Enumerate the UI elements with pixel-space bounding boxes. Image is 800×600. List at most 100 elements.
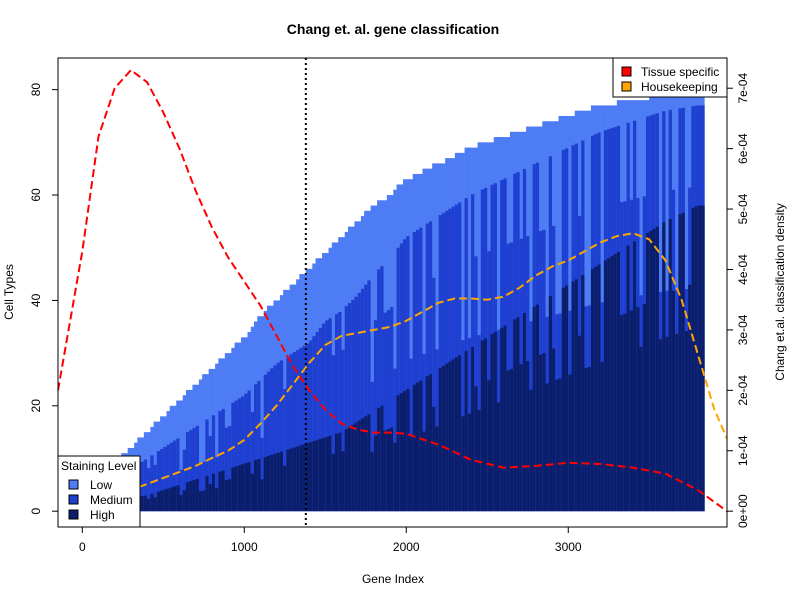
bar-high <box>691 207 695 512</box>
bar-high <box>218 471 222 512</box>
bar-medium <box>302 345 307 512</box>
bar-high <box>185 482 190 512</box>
bar-high <box>341 451 346 512</box>
y-tick-label: 80 <box>29 83 43 97</box>
bar-medium <box>406 236 410 512</box>
bar-medium <box>241 396 245 512</box>
plot-clip-group <box>58 58 727 527</box>
bar-medium <box>283 388 287 512</box>
bar-high <box>487 379 491 512</box>
bar-high <box>445 363 449 512</box>
bar-medium <box>334 314 339 512</box>
legend-label-low: Low <box>90 478 112 492</box>
x-axis-label: Gene Index <box>362 572 424 586</box>
bar-high <box>629 310 634 512</box>
bar-medium <box>179 470 184 512</box>
bar-medium <box>354 296 358 512</box>
bar-high <box>633 241 637 512</box>
bar-high <box>571 281 576 512</box>
bar-medium <box>347 303 352 512</box>
bar-high <box>639 346 644 512</box>
bar-high <box>581 275 585 512</box>
bar-medium <box>289 354 294 512</box>
bar-medium <box>474 256 478 512</box>
legend-label-housekeeping: Housekeeping <box>641 80 718 94</box>
bar-high <box>646 232 650 512</box>
bar-medium <box>396 247 401 512</box>
bar-high <box>678 214 682 512</box>
bar-high <box>480 340 485 512</box>
bar-high <box>312 441 316 512</box>
legend-bottom-title: Staining Level <box>61 459 136 473</box>
bar-medium <box>244 393 248 512</box>
bar-low <box>370 205 375 512</box>
bar-low <box>260 316 265 512</box>
bar-high <box>681 212 686 512</box>
bar-high <box>179 495 184 512</box>
bar-high <box>649 230 653 512</box>
bar-medium <box>428 221 433 512</box>
bar-high <box>331 453 336 512</box>
bar-high <box>662 222 666 512</box>
bar-low <box>477 142 482 512</box>
bar-high <box>289 448 294 512</box>
bar-medium <box>415 229 420 512</box>
x-axis: 0 1000 2000 3000 <box>79 526 582 554</box>
bar-high <box>458 355 462 512</box>
bar-high <box>211 473 216 512</box>
bar-high <box>205 475 209 512</box>
y-right-tick-label: 3e-04 <box>736 314 750 345</box>
legend-label-high: High <box>90 508 115 522</box>
bar-high <box>338 432 342 512</box>
bar-high <box>364 416 368 512</box>
bar-medium <box>221 408 226 512</box>
bar-high <box>484 338 488 512</box>
bar-high <box>688 284 692 512</box>
bar-medium <box>412 231 417 512</box>
legend-bottom: Staining Level Low Medium High <box>57 455 141 528</box>
x-tick-label: 1000 <box>231 540 258 554</box>
bar-medium <box>448 208 452 512</box>
bar-medium <box>360 288 365 512</box>
bar-medium <box>166 444 171 512</box>
bar-high <box>448 361 452 512</box>
bar-high <box>150 493 154 512</box>
bar-high <box>552 348 556 512</box>
bar-medium <box>367 280 371 512</box>
bar-high <box>610 256 614 512</box>
bar-medium <box>231 402 235 512</box>
bar-medium <box>260 437 265 512</box>
bar-high <box>493 332 498 512</box>
bar-medium <box>386 310 391 512</box>
bar-high <box>496 402 501 512</box>
bar-high <box>684 331 689 512</box>
bar-high <box>360 418 365 512</box>
bar-low <box>409 179 414 512</box>
bar-high <box>415 382 420 512</box>
bar-medium <box>257 381 261 512</box>
y-axis-left: 0 20 40 60 80 <box>29 83 59 515</box>
density-line-housekeeping <box>82 232 727 508</box>
bar-high <box>675 333 679 512</box>
bar-high <box>351 424 355 512</box>
bar-high <box>435 426 439 512</box>
bar-high <box>532 306 537 512</box>
bar-high <box>519 364 524 512</box>
bar-high <box>616 251 621 512</box>
bar-high <box>325 436 329 512</box>
bar-high <box>244 463 248 512</box>
bar-high <box>665 336 669 512</box>
bar-medium <box>150 455 154 512</box>
y-right-tick-label: 1e-04 <box>736 435 750 466</box>
bar-high <box>176 485 180 512</box>
bar-medium <box>169 442 174 512</box>
bar-high <box>198 491 203 512</box>
bar-medium <box>185 432 190 512</box>
bar-high <box>153 497 158 512</box>
bar-high <box>195 479 200 512</box>
density-line-tissue-specific <box>58 69 727 513</box>
bar-high <box>221 470 226 512</box>
bar-medium <box>296 349 300 512</box>
bar-high <box>422 431 427 512</box>
